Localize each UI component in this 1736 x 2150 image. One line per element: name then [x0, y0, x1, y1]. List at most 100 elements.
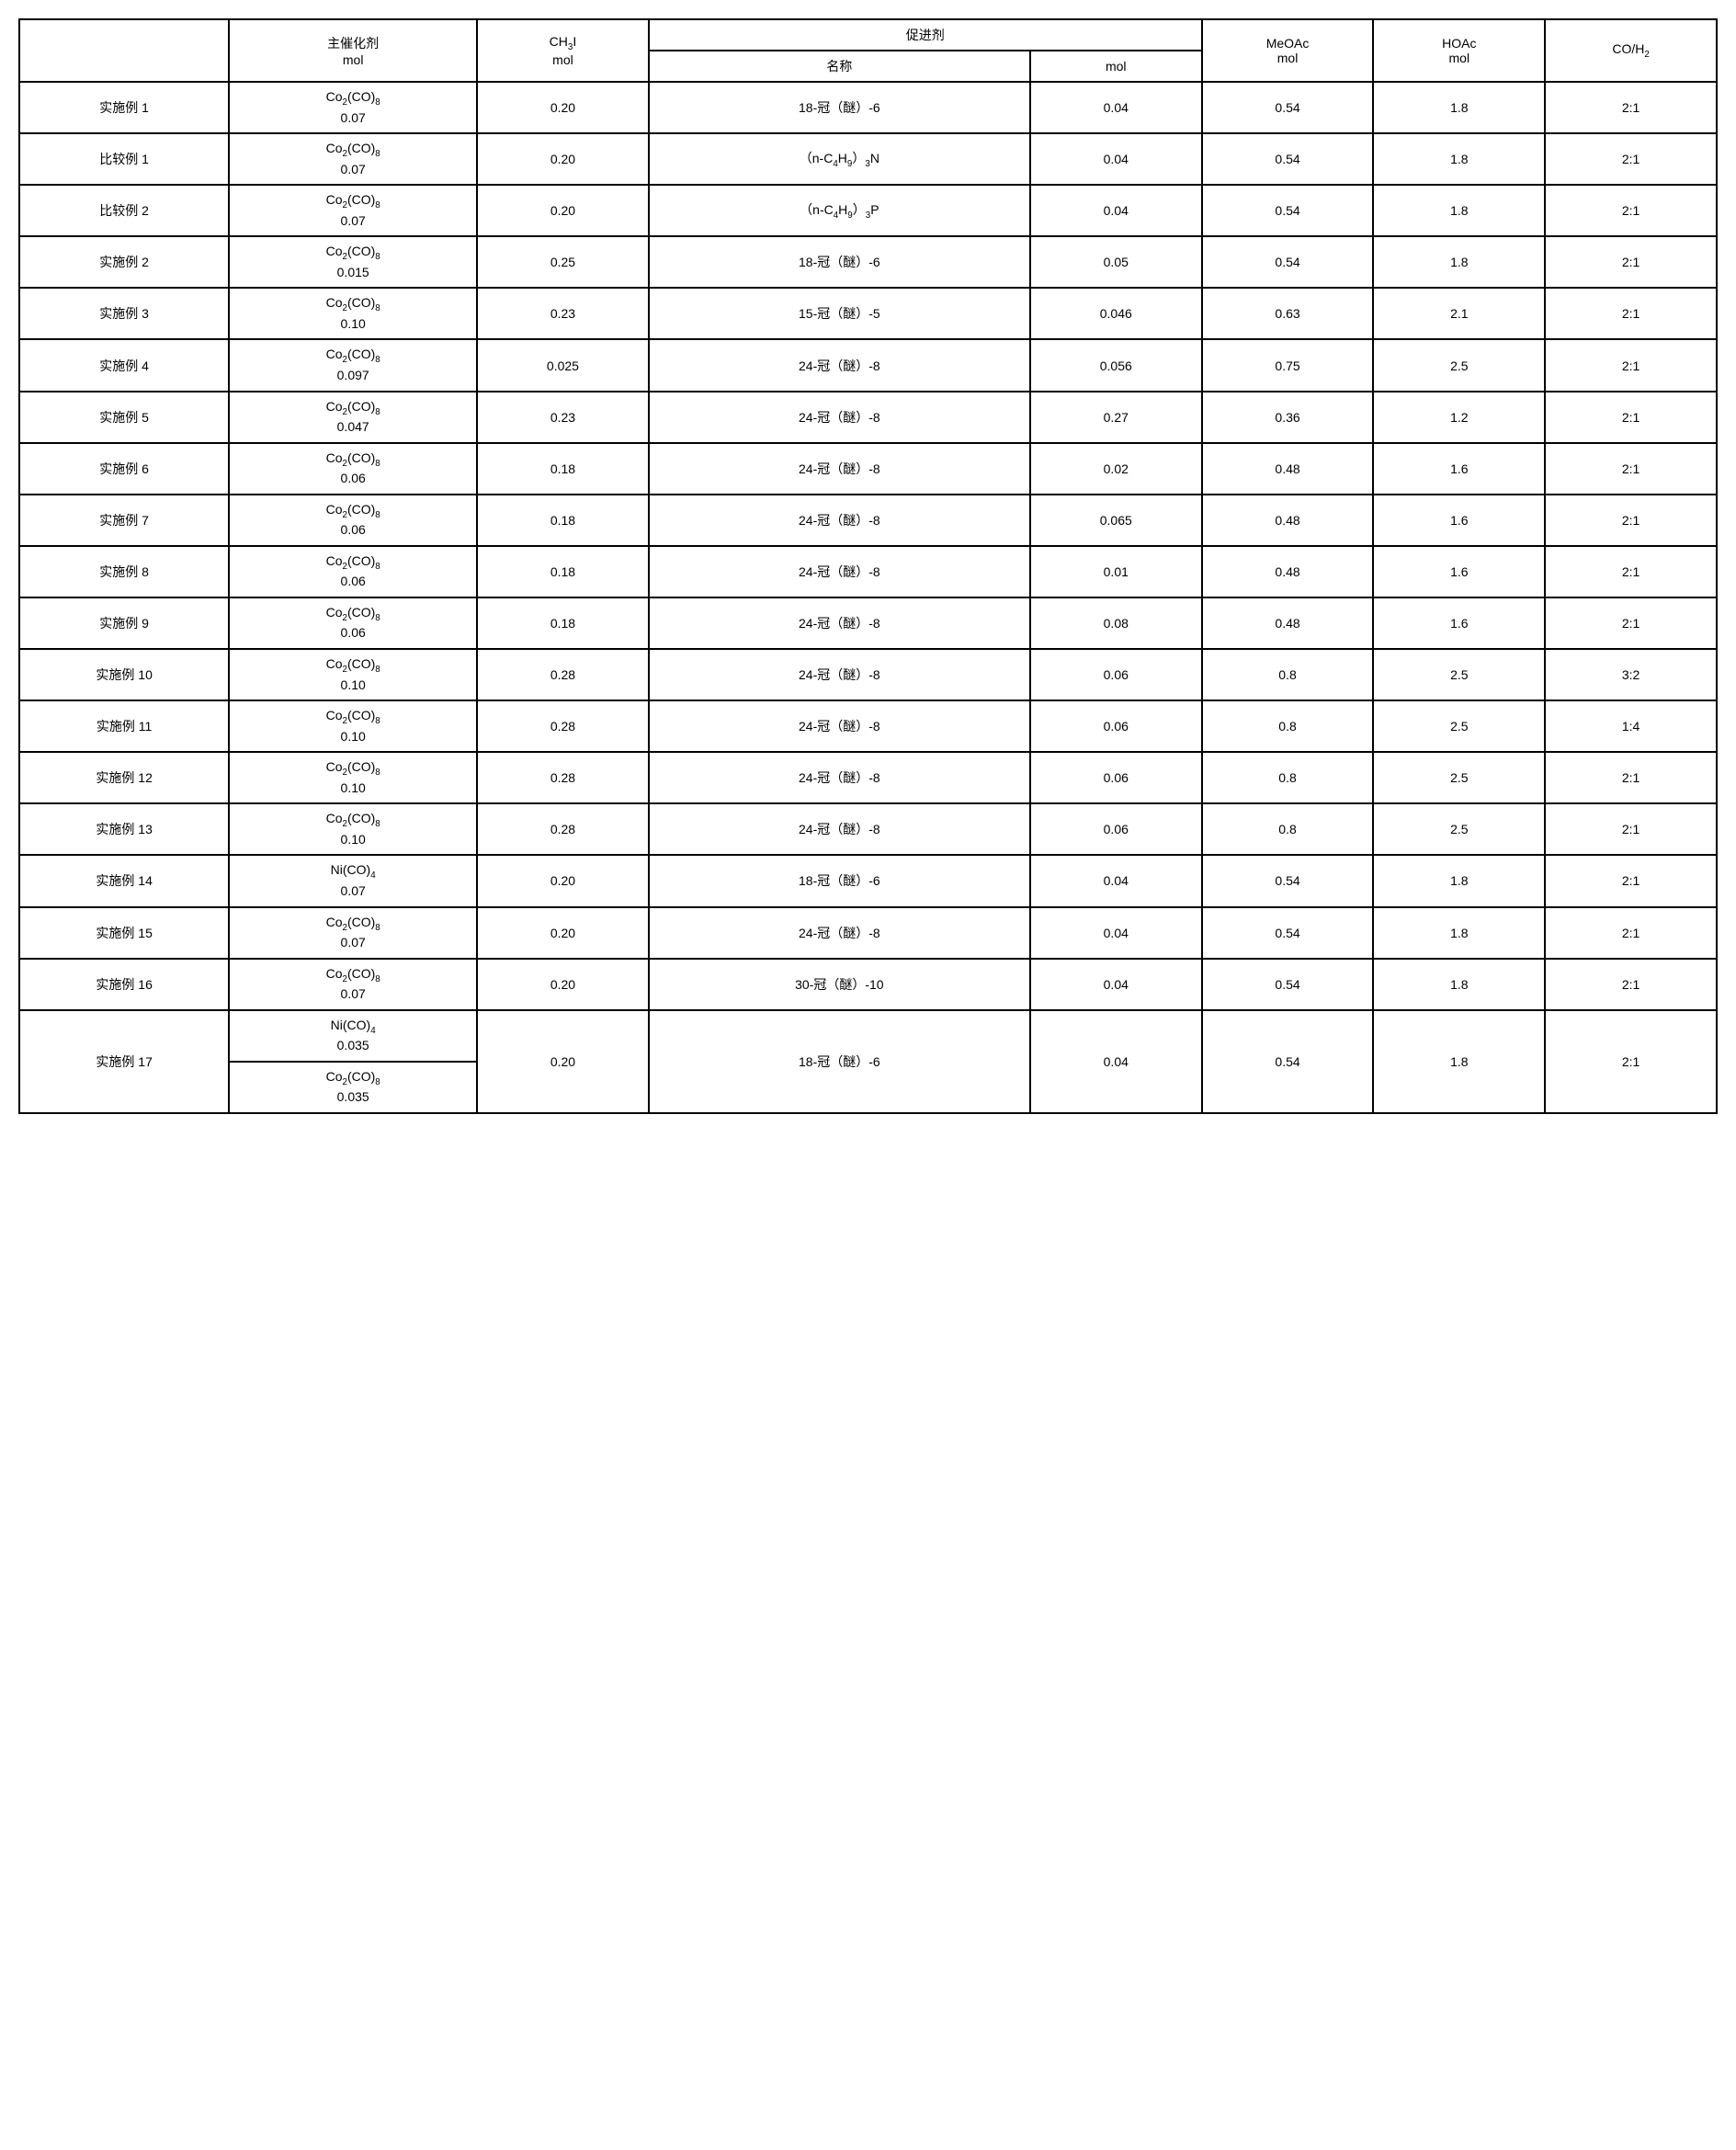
table-row: 实施例 10Co2(CO)80.100.2824-冠（醚）-80.060.82.… — [19, 649, 1717, 700]
table-row: 实施例 11Co2(CO)80.100.2824-冠（醚）-80.060.82.… — [19, 700, 1717, 752]
cell-co-h2: 2:1 — [1545, 546, 1717, 597]
table-row: 比较例 1Co2(CO)80.070.20（n-C4H9）3N0.040.541… — [19, 133, 1717, 185]
table-row: 实施例 15Co2(CO)80.070.2024-冠（醚）-80.040.541… — [19, 907, 1717, 959]
cell-promoter-name: 30-冠（醚）-10 — [649, 959, 1030, 1010]
cell-meoac: 0.75 — [1202, 339, 1374, 391]
cell-catalyst: Co2(CO)80.10 — [229, 700, 477, 752]
cell-promoter-mol: 0.05 — [1030, 236, 1202, 288]
cell-co-h2: 2:1 — [1545, 339, 1717, 391]
cell-promoter-mol: 0.04 — [1030, 907, 1202, 959]
cell-co-h2: 2:1 — [1545, 855, 1717, 906]
cell-label: 实施例 15 — [19, 907, 229, 959]
header-promoter-name: 名称 — [649, 51, 1030, 82]
cell-meoac: 0.54 — [1202, 236, 1374, 288]
cell-meoac: 0.63 — [1202, 288, 1374, 339]
header-meoac: MeOAcmol — [1202, 19, 1374, 82]
cell-label: 实施例 11 — [19, 700, 229, 752]
cell-ch3i: 0.025 — [477, 339, 649, 391]
cell-meoac: 0.36 — [1202, 392, 1374, 443]
cell-hoac: 2.5 — [1373, 803, 1545, 855]
cell-co-h2: 2:1 — [1545, 597, 1717, 649]
cell-promoter-name: 24-冠（醚）-8 — [649, 597, 1030, 649]
cell-catalyst: Co2(CO)80.047 — [229, 392, 477, 443]
cell-ch3i: 0.28 — [477, 649, 649, 700]
cell-ch3i: 0.28 — [477, 700, 649, 752]
cell-meoac: 0.8 — [1202, 803, 1374, 855]
cell-catalyst: Co2(CO)80.015 — [229, 236, 477, 288]
table-row: 实施例 4Co2(CO)80.0970.02524-冠（醚）-80.0560.7… — [19, 339, 1717, 391]
cell-hoac: 1.8 — [1373, 907, 1545, 959]
cell-ch3i: 0.20 — [477, 855, 649, 906]
cell-promoter-mol: 0.04 — [1030, 82, 1202, 133]
table-row: 实施例 16Co2(CO)80.070.2030-冠（醚）-100.040.54… — [19, 959, 1717, 1010]
table-row: 实施例 14Ni(CO)40.070.2018-冠（醚）-60.040.541.… — [19, 855, 1717, 906]
cell-label: 比较例 2 — [19, 185, 229, 236]
cell-co-h2: 1:4 — [1545, 700, 1717, 752]
cell-meoac: 0.48 — [1202, 546, 1374, 597]
cell-promoter-name: 24-冠（醚）-8 — [649, 803, 1030, 855]
cell-co-h2: 3:2 — [1545, 649, 1717, 700]
table-row: 实施例 9Co2(CO)80.060.1824-冠（醚）-80.080.481.… — [19, 597, 1717, 649]
cell-promoter-mol: 0.065 — [1030, 495, 1202, 546]
cell-promoter-name: 24-冠（醚）-8 — [649, 443, 1030, 495]
cell-catalyst: Co2(CO)80.035 — [229, 1062, 477, 1113]
cell-catalyst: Co2(CO)80.07 — [229, 133, 477, 185]
cell-promoter-mol: 0.01 — [1030, 546, 1202, 597]
table-row: 比较例 2Co2(CO)80.070.20（n-C4H9）3P0.040.541… — [19, 185, 1717, 236]
cell-catalyst: Co2(CO)80.07 — [229, 185, 477, 236]
cell-hoac: 1.8 — [1373, 1010, 1545, 1113]
cell-hoac: 1.8 — [1373, 236, 1545, 288]
cell-meoac: 0.8 — [1202, 752, 1374, 803]
cell-catalyst: Co2(CO)80.097 — [229, 339, 477, 391]
cell-ch3i: 0.20 — [477, 1010, 649, 1113]
table-row: 实施例 3Co2(CO)80.100.2315-冠（醚）-50.0460.632… — [19, 288, 1717, 339]
cell-promoter-mol: 0.27 — [1030, 392, 1202, 443]
table-row: 实施例 1Co2(CO)80.070.2018-冠（醚）-60.040.541.… — [19, 82, 1717, 133]
cell-meoac: 0.48 — [1202, 495, 1374, 546]
cell-promoter-name: 24-冠（醚）-8 — [649, 495, 1030, 546]
cell-catalyst: Co2(CO)80.07 — [229, 82, 477, 133]
cell-ch3i: 0.20 — [477, 82, 649, 133]
cell-hoac: 2.1 — [1373, 288, 1545, 339]
cell-hoac: 2.5 — [1373, 752, 1545, 803]
cell-hoac: 2.5 — [1373, 339, 1545, 391]
cell-catalyst: Ni(CO)40.035 — [229, 1010, 477, 1062]
header-promoter-group: 促进剂 — [649, 19, 1202, 51]
cell-promoter-name: 24-冠（醚）-8 — [649, 752, 1030, 803]
cell-co-h2: 2:1 — [1545, 288, 1717, 339]
header-catalyst: 主催化剂mol — [229, 19, 477, 82]
cell-promoter-mol: 0.06 — [1030, 649, 1202, 700]
cell-meoac: 0.8 — [1202, 700, 1374, 752]
cell-label: 实施例 6 — [19, 443, 229, 495]
cell-promoter-name: 24-冠（醚）-8 — [649, 392, 1030, 443]
cell-catalyst: Co2(CO)80.06 — [229, 443, 477, 495]
cell-co-h2: 2:1 — [1545, 1010, 1717, 1113]
cell-promoter-name: （n-C4H9）3N — [649, 133, 1030, 185]
cell-ch3i: 0.28 — [477, 752, 649, 803]
cell-promoter-name: 18-冠（醚）-6 — [649, 82, 1030, 133]
cell-promoter-name: 24-冠（醚）-8 — [649, 907, 1030, 959]
cell-catalyst: Co2(CO)80.06 — [229, 546, 477, 597]
cell-meoac: 0.48 — [1202, 597, 1374, 649]
cell-promoter-name: 18-冠（醚）-6 — [649, 855, 1030, 906]
header-promoter-mol: mol — [1030, 51, 1202, 82]
cell-ch3i: 0.25 — [477, 236, 649, 288]
cell-ch3i: 0.18 — [477, 495, 649, 546]
cell-co-h2: 2:1 — [1545, 392, 1717, 443]
cell-hoac: 1.6 — [1373, 443, 1545, 495]
cell-hoac: 1.6 — [1373, 546, 1545, 597]
cell-label: 实施例 3 — [19, 288, 229, 339]
header-co-h2: CO/H2 — [1545, 19, 1717, 82]
cell-label: 实施例 12 — [19, 752, 229, 803]
cell-ch3i: 0.20 — [477, 907, 649, 959]
cell-label: 实施例 9 — [19, 597, 229, 649]
cell-ch3i: 0.18 — [477, 443, 649, 495]
cell-label: 实施例 2 — [19, 236, 229, 288]
cell-meoac: 0.54 — [1202, 1010, 1374, 1113]
cell-promoter-name: 24-冠（醚）-8 — [649, 546, 1030, 597]
cell-meoac: 0.8 — [1202, 649, 1374, 700]
cell-promoter-name: 24-冠（醚）-8 — [649, 700, 1030, 752]
cell-co-h2: 2:1 — [1545, 236, 1717, 288]
cell-meoac: 0.54 — [1202, 185, 1374, 236]
cell-catalyst: Co2(CO)80.10 — [229, 803, 477, 855]
